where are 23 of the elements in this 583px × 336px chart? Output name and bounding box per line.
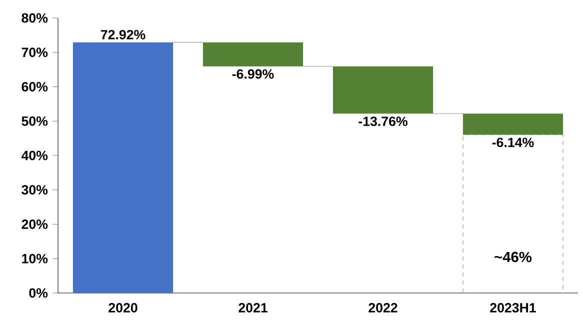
x-tick-label: 2023H1 — [490, 303, 536, 312]
bar — [462, 114, 564, 135]
y-tick-label: 40% — [21, 150, 48, 160]
data-label: -6.14% — [492, 138, 534, 148]
bar — [332, 66, 434, 114]
y-tick-label: 70% — [22, 48, 48, 58]
y-tick-label: 20% — [22, 220, 48, 229]
y-tick-label: 10% — [22, 254, 48, 264]
y-tick-label: 80% — [22, 13, 48, 23]
x-tick-label: 2022 — [368, 303, 398, 312]
data-label: 72.92% — [100, 30, 146, 40]
x-tick-label: 2020 — [108, 303, 138, 312]
y-tick-label: 0% — [29, 288, 48, 298]
y-tick-label: 60% — [22, 82, 48, 92]
bar — [72, 42, 174, 293]
data-label: -13.76% — [358, 116, 408, 126]
x-tick-label: 2021 — [238, 303, 268, 312]
data-label: -6.99% — [232, 69, 274, 79]
bar — [202, 42, 304, 66]
bar — [462, 134, 564, 294]
y-tick-label: 50% — [22, 116, 48, 126]
annotation: ~46% — [494, 252, 532, 262]
y-tick-label: 30% — [22, 185, 48, 195]
